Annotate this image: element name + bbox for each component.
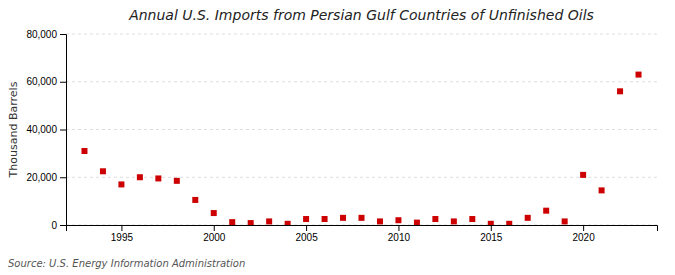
y-tick-mark xyxy=(60,225,66,226)
y-tick: 60,000 xyxy=(26,76,66,87)
y-tick-label: 60,000 xyxy=(26,76,57,87)
grid xyxy=(66,34,657,225)
chart: 1995 2000 2005 2010 2015 2020 0 20,000 40,000 60,… xyxy=(0,0,675,275)
x-tick-mark xyxy=(398,225,399,231)
x-tick-label: 2000 xyxy=(203,232,226,243)
point xyxy=(248,220,254,225)
point xyxy=(100,168,106,174)
y-axis-title: Thousand Barrels xyxy=(7,81,20,178)
title: Annual U.S. Imports from Persian Gulf Co… xyxy=(128,7,594,23)
point xyxy=(580,172,586,178)
point xyxy=(562,218,568,224)
x-tick-mark xyxy=(214,225,215,231)
x-tick-label: 2020 xyxy=(573,232,596,243)
y-tick-label: 0 xyxy=(51,220,57,231)
x-tick: 2000 xyxy=(203,225,226,243)
point xyxy=(229,219,235,225)
plot: 1995 2000 2005 2010 2015 2020 0 20,000 40,000 60,… xyxy=(26,29,657,243)
y-tick-mark xyxy=(60,34,66,35)
x-tick: 2020 xyxy=(573,225,596,243)
point xyxy=(469,216,475,222)
point xyxy=(432,216,438,222)
y-axis: 0 20,000 40,000 60,000 80,000 xyxy=(26,29,66,231)
point xyxy=(395,217,401,223)
y-tick-label: 20,000 xyxy=(26,172,57,183)
point xyxy=(488,221,494,225)
point xyxy=(137,174,143,180)
grid-line xyxy=(66,81,657,82)
y-tick: 0 xyxy=(51,220,66,231)
x-tick-mark xyxy=(583,225,584,231)
x-axis: 1995 2000 2005 2010 2015 2020 xyxy=(67,225,658,243)
x-tick-label: 2010 xyxy=(388,232,411,243)
y-tick-label: 40,000 xyxy=(26,124,57,135)
points xyxy=(81,72,641,225)
point xyxy=(599,187,605,193)
x-axis-line xyxy=(67,226,658,232)
y-tick-mark xyxy=(60,177,66,178)
y-tick-label: 80,000 xyxy=(26,29,57,40)
point xyxy=(81,148,87,154)
x-tick: 2010 xyxy=(388,225,411,243)
point xyxy=(414,220,420,225)
point xyxy=(451,218,457,224)
x-tick-mark xyxy=(306,225,307,231)
y-tick: 40,000 xyxy=(26,124,66,135)
y-tick-mark xyxy=(60,82,66,83)
point xyxy=(636,72,642,78)
point xyxy=(211,210,217,216)
point xyxy=(359,215,365,221)
point xyxy=(303,216,309,222)
grid-line xyxy=(66,34,657,35)
point xyxy=(506,221,512,225)
y-axis-line xyxy=(60,35,67,226)
point xyxy=(340,215,346,221)
point xyxy=(377,218,383,224)
point xyxy=(174,178,180,184)
point xyxy=(543,208,549,214)
x-tick-label: 2015 xyxy=(480,232,503,243)
point xyxy=(118,181,124,187)
point xyxy=(266,218,272,224)
point xyxy=(285,221,291,225)
x-tick-mark xyxy=(491,225,492,231)
y-tick-mark xyxy=(60,130,66,131)
x-tick-label: 1995 xyxy=(111,232,134,243)
y-tick: 20,000 xyxy=(26,172,66,183)
grid-line xyxy=(66,177,657,178)
x-tick: 2005 xyxy=(295,225,318,243)
source-note: Source: U.S. Energy Information Administ… xyxy=(8,258,245,269)
x-tick-label: 2005 xyxy=(295,232,318,243)
point xyxy=(192,197,198,203)
y-tick: 80,000 xyxy=(26,29,66,40)
point xyxy=(525,215,531,221)
point xyxy=(322,216,328,222)
grid-line xyxy=(66,129,657,130)
x-tick-mark xyxy=(121,225,122,231)
point xyxy=(155,175,161,181)
x-tick: 1995 xyxy=(111,225,134,243)
x-tick: 2015 xyxy=(480,225,503,243)
point xyxy=(617,88,623,94)
